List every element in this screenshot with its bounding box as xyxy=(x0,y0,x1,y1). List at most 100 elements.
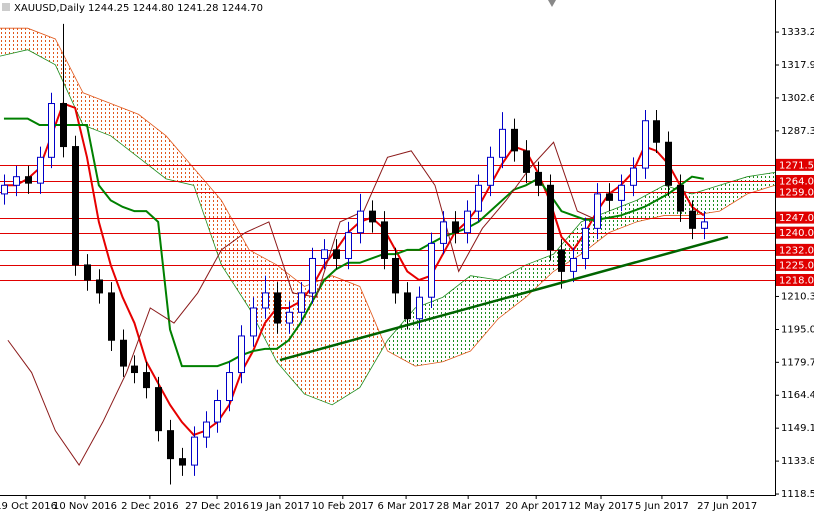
candle-body xyxy=(642,120,649,169)
x-tick-label: 5 Jun 2017 xyxy=(635,501,689,512)
y-tick-label: 1149.15 xyxy=(781,423,814,434)
y-tick-label: 1195.00 xyxy=(781,324,814,335)
cloud-segment xyxy=(110,103,139,158)
y-tick-label: 1317.90 xyxy=(781,60,814,71)
cloud-segment xyxy=(221,200,250,308)
x-tick-label: 6 Mar 2017 xyxy=(378,501,435,512)
cloud-segment xyxy=(608,200,637,233)
candle-body xyxy=(535,171,542,186)
candle-body xyxy=(25,176,32,184)
candle-body xyxy=(582,227,589,259)
candle-body xyxy=(440,221,447,244)
candle-body xyxy=(96,279,103,294)
cloud-segment xyxy=(719,176,748,212)
symbol-icon xyxy=(2,3,10,11)
level-label-box xyxy=(776,226,814,239)
x-tick-label: 10 Nov 2016 xyxy=(53,501,117,512)
candle-body xyxy=(464,210,471,234)
cloud-segment xyxy=(359,286,388,388)
candle-body xyxy=(226,372,233,402)
y-tick-label: 1164.45 xyxy=(781,390,814,401)
level-label: 1271.50 xyxy=(779,160,814,171)
level-label: 1218.00 xyxy=(779,275,814,286)
y-tick-label: 1333.20 xyxy=(781,27,814,38)
x-tick-label: 20 Apr 2017 xyxy=(505,501,567,512)
cloud-segment xyxy=(525,254,554,298)
candle-body xyxy=(191,436,198,466)
candle-body xyxy=(238,335,245,374)
candle-body xyxy=(155,387,162,432)
candle-body xyxy=(475,184,482,212)
x-tick-label: 10 Feb 2017 xyxy=(312,501,374,512)
candle-body xyxy=(298,292,305,313)
candle-body xyxy=(547,184,554,251)
candle-body xyxy=(262,292,269,309)
candle-body xyxy=(570,257,577,272)
cloud-segment xyxy=(332,275,360,405)
candle-body xyxy=(13,176,20,186)
cloud-segment xyxy=(470,275,499,352)
plot xyxy=(0,23,776,485)
candle-body xyxy=(37,156,44,184)
candle-body xyxy=(369,210,376,223)
candle-body xyxy=(333,249,340,259)
chart-title: XAUUSD,Daily 1244.25 1244.80 1241.28 124… xyxy=(14,3,263,14)
level-label-box xyxy=(776,258,814,271)
y-tick-label: 1179.75 xyxy=(781,357,814,368)
x-tick-label: 19 Jan 2017 xyxy=(250,501,310,512)
y-tick-label: 1287.30 xyxy=(781,126,814,137)
cloud-segment xyxy=(0,28,28,57)
candle-body xyxy=(72,146,79,266)
x-tick-label: 28 Mar 2017 xyxy=(436,501,499,512)
level-label-box xyxy=(776,211,814,224)
candle-body xyxy=(179,458,186,466)
y-tick-label: 1302.60 xyxy=(781,93,814,104)
candle-body xyxy=(131,365,138,374)
candle-body xyxy=(594,193,601,229)
cloud-segment xyxy=(166,135,194,186)
cloud-span-a xyxy=(0,49,776,406)
level-label: 1240.00 xyxy=(779,228,814,239)
candle-body xyxy=(511,128,518,152)
candle-body xyxy=(357,210,364,234)
candle-body xyxy=(392,257,399,294)
cloud-segment xyxy=(27,28,56,65)
candle-body xyxy=(203,421,210,438)
candle-body xyxy=(665,141,672,186)
candle-body xyxy=(499,128,506,158)
cloud-segment xyxy=(276,264,305,395)
candle-body xyxy=(60,103,67,148)
y-tick-label: 1210.35 xyxy=(781,291,814,302)
candle-body xyxy=(701,221,708,229)
trendline xyxy=(279,235,729,362)
level-label: 1247.00 xyxy=(779,213,814,224)
x-tick-label: 27 Jun 2017 xyxy=(697,501,757,512)
candle-body xyxy=(274,292,281,324)
candle-body xyxy=(84,264,91,281)
x-tick-label: 12 May 2017 xyxy=(568,501,633,512)
cloud-segment xyxy=(304,275,333,405)
candle-body xyxy=(321,249,328,259)
candle-body xyxy=(404,292,411,320)
x-tick-label: 27 Dec 2016 xyxy=(185,501,249,512)
cloud-segment xyxy=(83,92,111,136)
cloud-segment xyxy=(55,38,84,126)
candle-body xyxy=(120,339,127,367)
candle-body xyxy=(630,167,637,186)
level-label: 1264.00 xyxy=(779,176,814,187)
candle-body xyxy=(677,184,684,212)
level-label-box xyxy=(776,243,814,256)
candle-body xyxy=(1,184,8,195)
level-label: 1225.00 xyxy=(779,260,814,271)
candle-body xyxy=(48,103,55,158)
candle-body xyxy=(452,221,459,234)
candle-body xyxy=(286,311,293,324)
level-label-box xyxy=(776,158,814,171)
level-label-box xyxy=(776,185,814,198)
cloud-segment xyxy=(498,264,526,319)
level-label-box xyxy=(776,174,814,187)
candle-body xyxy=(618,184,625,201)
cloud-segment xyxy=(442,275,471,362)
candle-body xyxy=(428,242,435,298)
indicator-line xyxy=(3,117,705,368)
